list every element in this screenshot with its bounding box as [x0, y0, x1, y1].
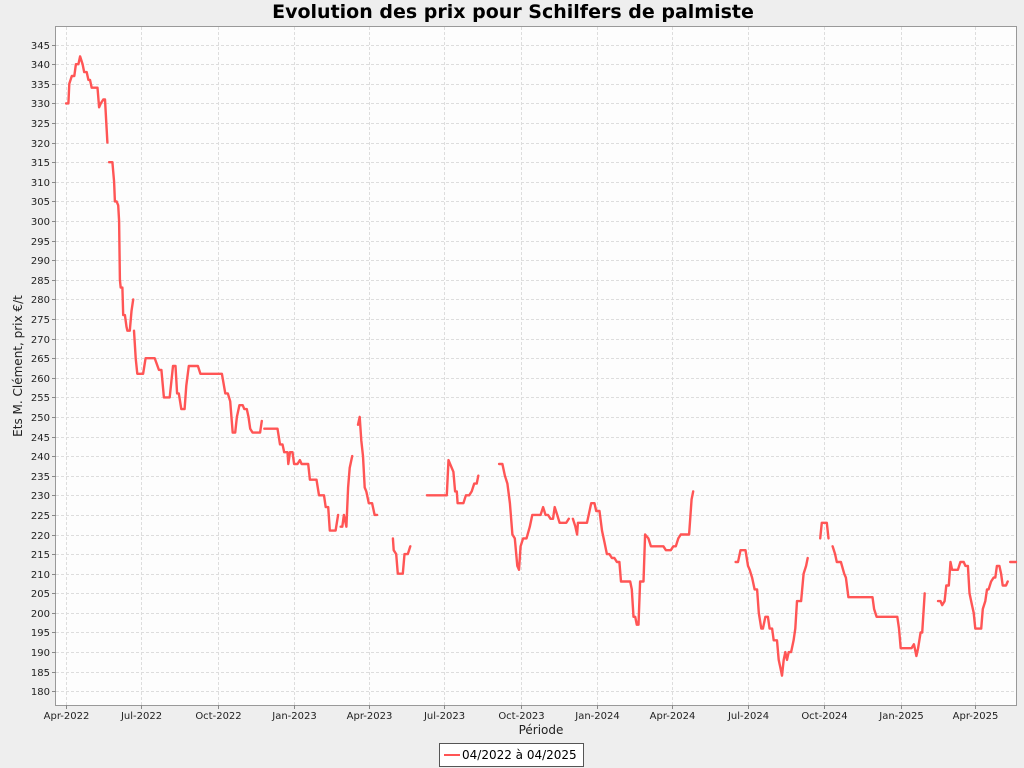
y-axis-label: Ets M. Clément, prix €/t: [11, 295, 25, 437]
y-tick-label: 200: [31, 609, 50, 620]
series-line-segment: [356, 415, 379, 517]
series-line-segment: [263, 427, 340, 532]
y-tick-label: 310: [31, 178, 50, 189]
y-tick-label: 300: [31, 217, 50, 228]
y-tick-label: 340: [31, 60, 50, 71]
y-tick-label: 335: [31, 80, 50, 91]
y-tick-label: 220: [31, 531, 50, 542]
x-tick-label: Apr-2025: [953, 711, 999, 722]
x-tick-label: Jan-2025: [878, 711, 923, 722]
y-tick-label: 205: [31, 589, 50, 600]
x-tick-label: Jul-2024: [727, 711, 769, 722]
y-tick-label: 270: [31, 335, 50, 346]
series-line-segment: [819, 521, 830, 540]
y-tick-label: 260: [31, 374, 50, 385]
y-tick-label: 265: [31, 354, 50, 365]
y-tick-label: 295: [31, 237, 50, 248]
series-line-segment: [831, 545, 926, 658]
y-axis-ticks: 180 185 190 195 200 205 210 215 220 225 230 235 240 2…: [31, 41, 56, 698]
y-tick-label: 330: [31, 99, 50, 110]
y-tick-label: 345: [31, 41, 50, 52]
y-tick-label: 250: [31, 413, 50, 424]
y-tick-label: 255: [31, 393, 50, 404]
series-line-segment: [391, 537, 412, 575]
y-tick-label: 210: [31, 570, 50, 581]
series-line-segment: [425, 458, 480, 505]
legend: 04/2022 à 04/2025: [439, 743, 584, 767]
y-tick-label: 315: [31, 158, 50, 169]
y-tick-label: 185: [31, 668, 50, 679]
series-line-segment: [734, 549, 809, 677]
x-tick-label: Oct-2022: [195, 711, 241, 722]
x-tick-label: Jul-2022: [120, 711, 162, 722]
x-tick-label: Jul-2023: [423, 711, 465, 722]
y-tick-label: 230: [31, 491, 50, 502]
series-line-segment: [339, 454, 354, 528]
y-tick-label: 275: [31, 315, 50, 326]
legend-box: [439, 743, 584, 767]
series-line-segment: [107, 160, 135, 332]
series-line-segment: [936, 560, 1009, 630]
series-line-segment: [64, 55, 109, 144]
series-line-segment: [571, 490, 695, 626]
y-tick-label: 235: [31, 472, 50, 483]
y-tick-label: 195: [31, 628, 50, 639]
y-tick-label: 325: [31, 119, 50, 130]
x-tick-label: Oct-2024: [801, 711, 847, 722]
plot-area: [55, 26, 1017, 706]
y-tick-label: 240: [31, 452, 50, 463]
y-tick-label: 285: [31, 276, 50, 287]
y-tick-label: 280: [31, 295, 50, 306]
x-axis-label: Période: [519, 723, 564, 737]
x-axis-ticks: Apr-2022 Jul-2022 Oct-2022 Jan-2023 Apr-2023…: [44, 705, 999, 722]
x-tick-label: Apr-2023: [347, 711, 393, 722]
y-tick-label: 215: [31, 550, 50, 561]
y-tick-label: 190: [31, 648, 50, 659]
legend-label: 04/2022 à 04/2025: [462, 748, 577, 762]
series-line-segment: [497, 462, 570, 571]
x-tick-label: Jan-2023: [271, 711, 316, 722]
y-tick-label: 320: [31, 139, 50, 150]
y-tick-label: 290: [31, 256, 50, 267]
x-tick-label: Apr-2022: [44, 711, 90, 722]
x-tick-label: Apr-2024: [650, 711, 696, 722]
y-tick-label: 180: [31, 687, 50, 698]
data-series: [64, 55, 1018, 677]
series-line-segment: [132, 329, 263, 434]
chart-title: Evolution des prix pour Schilfers de pal…: [272, 1, 754, 23]
x-tick-label: Jan-2024: [574, 711, 619, 722]
y-tick-label: 245: [31, 433, 50, 444]
x-tick-label: Oct-2023: [498, 711, 544, 722]
y-tick-label: 225: [31, 511, 50, 522]
y-tick-label: 305: [31, 197, 50, 208]
